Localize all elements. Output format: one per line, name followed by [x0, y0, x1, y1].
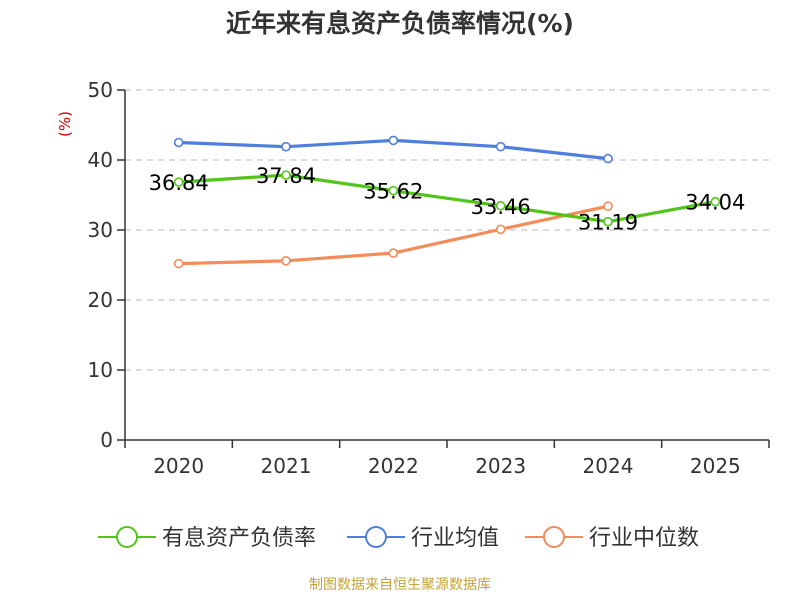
legend-marker	[365, 526, 387, 548]
data-point	[173, 258, 184, 269]
data-point	[173, 137, 184, 148]
y-tick-label: 50	[88, 78, 113, 102]
data-label: 34.04	[685, 191, 745, 215]
y-tick-label: 0	[100, 428, 113, 452]
legend-label: 行业均值	[411, 526, 499, 551]
y-axis-label: (%)	[56, 111, 74, 137]
data-point	[603, 201, 613, 211]
legend-item: 有息资产负债率	[98, 526, 316, 551]
source-note: 制图数据来自恒生聚源数据库	[309, 577, 491, 593]
y-tick-label: 40	[88, 148, 113, 172]
x-tick-label: 2025	[690, 454, 741, 478]
data-point	[495, 224, 506, 235]
legend: 有息资产负债率 行业均值 行业中位数	[98, 526, 699, 551]
data-point	[388, 185, 399, 196]
data-point	[495, 141, 506, 152]
y-tick-label: 20	[88, 288, 113, 312]
legend-item: 行业均值	[347, 526, 499, 551]
data-point	[281, 255, 291, 266]
data-label: 33.46	[471, 195, 531, 219]
data-point	[388, 135, 399, 146]
x-tick-label: 2020	[153, 454, 204, 478]
legend-label: 有息资产负债率	[162, 526, 316, 551]
data-point	[495, 200, 506, 211]
y-tick-label: 30	[88, 218, 113, 242]
x-tick-label: 2023	[475, 454, 526, 478]
data-label: 35.62	[363, 180, 423, 204]
x-tick-label: 2024	[583, 454, 634, 478]
x-tick-label: 2021	[261, 454, 312, 478]
y-tick-label: 10	[88, 358, 113, 382]
data-point	[603, 153, 613, 164]
legend-item: 行业中位数	[525, 526, 699, 551]
data-point	[281, 170, 291, 180]
legend-label: 行业中位数	[589, 526, 699, 551]
series-lines	[173, 135, 721, 269]
data-point	[710, 196, 721, 207]
chart-title: 近年来有息资产负债率情况(%)	[226, 9, 574, 38]
grid-lines	[125, 89, 769, 371]
x-tick-label: 2022	[368, 454, 419, 478]
axes: 0 10 20 30 40 50 2020 2021 2022 2023 2024 2025	[88, 78, 770, 478]
data-point	[173, 177, 184, 187]
data-point	[281, 141, 291, 152]
legend-marker	[543, 526, 565, 548]
data-label: 31.19	[578, 211, 638, 235]
data-point	[603, 216, 613, 227]
legend-marker	[116, 526, 138, 548]
data-labels: 36.84 37.84 35.62 33.46 31.19 34.04	[149, 164, 746, 235]
data-label: 37.84	[256, 164, 316, 188]
data-label: 36.84	[149, 171, 209, 195]
data-point	[388, 248, 399, 258]
series-line	[177, 173, 717, 224]
